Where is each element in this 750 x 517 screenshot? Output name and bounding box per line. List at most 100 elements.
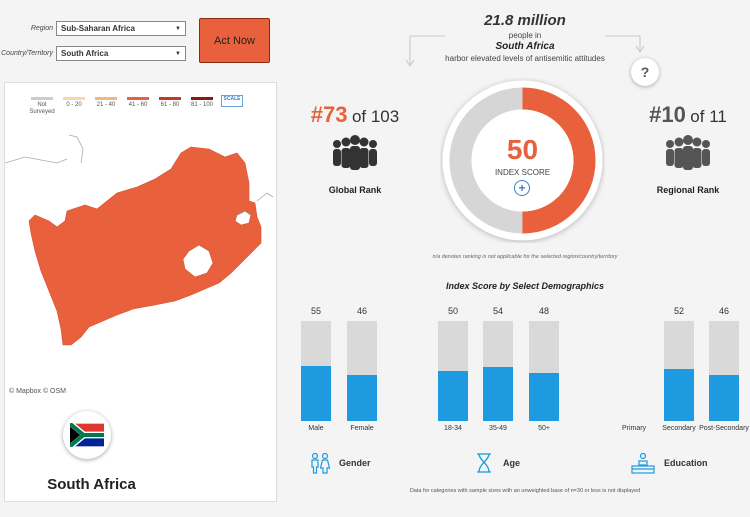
age-group: Age — [473, 452, 520, 474]
education-label: Education — [664, 458, 708, 468]
bar-value: 50 — [447, 306, 458, 316]
bar-value: 48 — [538, 306, 549, 316]
country-shape[interactable] — [28, 146, 262, 346]
bar-value: 46 — [718, 306, 729, 316]
global-rank-label: Global Rank — [328, 185, 382, 195]
border-line — [256, 192, 274, 202]
country-select-value: South Africa — [61, 49, 109, 58]
bar-fill — [438, 371, 468, 421]
legend-label: Not Surveyed — [29, 102, 55, 115]
plus-icon[interactable]: + — [514, 180, 530, 196]
people-group-icon — [333, 135, 377, 170]
gauge-info: 50 INDEX SCORE — [440, 78, 605, 243]
bar-value: 52 — [673, 306, 684, 316]
legend-label: 61 - 80 — [160, 102, 180, 108]
bar-category: 50+ — [538, 425, 550, 432]
global-rank: #73 of 103 Global Rank — [295, 102, 415, 195]
bar-fill — [529, 373, 559, 421]
border-line — [5, 156, 68, 164]
legend-swatch — [159, 97, 181, 100]
left-panel: Region Sub-Saharan Africa ▼ Country/Terr… — [0, 0, 280, 517]
region-label: Region — [30, 25, 53, 32]
regional-rank-value: #10 — [649, 102, 686, 127]
na-note: n/a denotes ranking is not applicable fo… — [432, 254, 618, 260]
gender-group: Gender — [309, 452, 371, 474]
legend-label: 41 - 60 — [128, 102, 148, 108]
bar-value: 55 — [310, 306, 321, 316]
legend-swatch — [31, 97, 53, 100]
legend-swatch — [63, 97, 85, 100]
legend-item: 81 - 100 — [189, 97, 215, 116]
population-description: harbor elevated levels of antisemitic at… — [445, 54, 605, 63]
border-line — [236, 210, 252, 216]
legend-label: 81 - 100 — [190, 102, 214, 108]
border-line — [68, 134, 84, 164]
country-select[interactable]: South Africa ▼ — [56, 46, 186, 61]
bar-track — [529, 321, 559, 421]
connector-lines — [405, 35, 645, 67]
bar-value: 54 — [492, 306, 503, 316]
bar-fill — [709, 375, 739, 421]
country-label: Country/Territory — [1, 50, 53, 57]
scale-icon[interactable]: SCALE — [221, 95, 243, 107]
legend-label: 21 - 40 — [96, 102, 116, 108]
legend-item: 0 - 20 — [61, 97, 87, 116]
bar-category: Secondary — [662, 425, 696, 432]
bar-category: Male — [308, 425, 324, 432]
bar-track — [483, 321, 513, 421]
region-select-value: Sub-Saharan Africa — [61, 24, 135, 33]
map-legend: Not Surveyed 0 - 20 21 - 40 41 - 60 61 - 80 8… — [29, 97, 215, 116]
act-now-button[interactable]: Act Now — [199, 18, 270, 63]
bar-fill — [483, 367, 513, 421]
gender-icon — [311, 452, 331, 474]
legend-item: 61 - 80 — [157, 97, 183, 116]
main-panel: 21.8 million people in South Africa harb… — [285, 0, 750, 517]
help-icon[interactable]: ? — [631, 58, 659, 86]
bar-category: 35-49 — [489, 425, 507, 432]
legend-item: Not Surveyed — [29, 97, 55, 116]
regional-rank-total: of 11 — [690, 107, 727, 126]
legend-label: 0 - 20 — [66, 102, 82, 108]
country-filter: Country/Territory South Africa ▼ — [0, 46, 186, 61]
chevron-down-icon: ▼ — [175, 25, 181, 32]
flag-icon — [63, 411, 111, 459]
people-group-icon — [666, 135, 710, 170]
country-map[interactable] — [5, 123, 278, 388]
bar-track — [709, 321, 739, 421]
bar-value: 46 — [356, 306, 367, 316]
population-country: South Africa — [495, 41, 555, 52]
bar-category: Primary — [621, 425, 647, 432]
bar-track — [664, 321, 694, 421]
population-text: people in — [508, 31, 542, 40]
index-score-value: 50 — [506, 134, 539, 165]
population-value: 21.8 million — [484, 12, 566, 29]
age-label: Age — [503, 458, 521, 468]
legend-item: 21 - 40 — [93, 97, 119, 116]
map-card: Not Surveyed 0 - 20 21 - 40 41 - 60 61 - 80 8… — [4, 82, 277, 502]
gauge-ring — [442, 80, 603, 241]
bar-track — [347, 321, 377, 421]
bar-category: Female — [350, 425, 374, 432]
map-attribution[interactable]: © Mapbox © OSM — [9, 388, 66, 395]
chevron-down-icon: ▼ — [175, 50, 181, 57]
global-rank-value: #73 — [310, 102, 348, 127]
education-icon — [631, 452, 655, 474]
global-rank-total: of 103 — [351, 107, 400, 126]
legend-item: 41 - 60 — [125, 97, 151, 116]
regional-rank-label: Regional Rank — [656, 185, 720, 195]
index-score-label: INDEX SCORE — [494, 168, 551, 177]
bar-category: Post-Secondary — [699, 425, 749, 432]
legend-swatch — [191, 97, 213, 100]
demographics-title: Index Score by Select Demographics — [445, 281, 605, 291]
bar-fill — [301, 366, 331, 421]
regional-rank: #10 of 11 Regional Rank — [633, 102, 743, 195]
bar-fill — [347, 375, 377, 421]
bar-track — [301, 321, 331, 421]
gender-label: Gender — [339, 458, 371, 468]
region-select[interactable]: Sub-Saharan Africa ▼ — [56, 21, 186, 36]
region-filter: Region Sub-Saharan Africa ▼ — [0, 21, 186, 36]
bar-category: 18-34 — [444, 425, 462, 432]
bar-track — [438, 321, 468, 421]
legend-swatch — [127, 97, 149, 100]
education-group: Education — [630, 452, 708, 474]
